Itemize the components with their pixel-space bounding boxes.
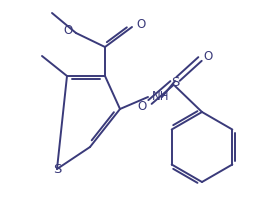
Text: O: O xyxy=(203,49,212,62)
Text: O: O xyxy=(138,100,147,113)
Text: S: S xyxy=(171,75,179,88)
Text: O: O xyxy=(136,18,145,30)
Text: O: O xyxy=(64,23,73,36)
Text: S: S xyxy=(53,163,61,176)
Text: NH: NH xyxy=(152,89,169,102)
